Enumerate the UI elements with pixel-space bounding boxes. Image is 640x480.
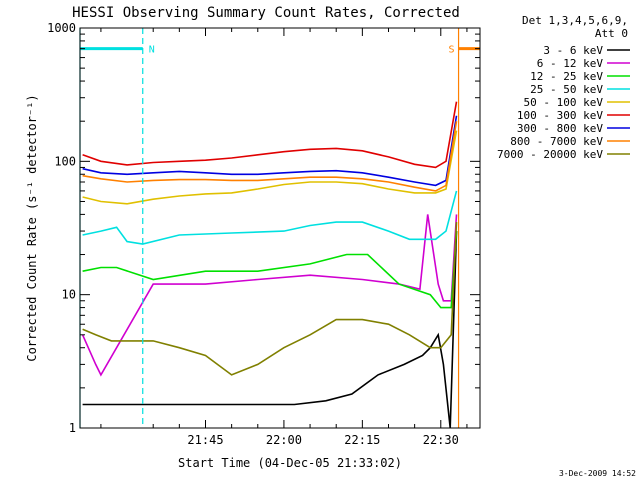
tick-layer: 21:45 22:00 22:15 22:30 1 10 100 1000 — [47, 21, 480, 447]
segment-label-0: N — [149, 45, 155, 56]
x-tick-label-0: 21:45 — [187, 433, 223, 447]
x-tick-label-2: 22:15 — [344, 433, 380, 447]
y-tick-label-3: 1000 — [47, 21, 76, 35]
legend-label-6: 300 - 800 keV — [517, 122, 603, 135]
legend-header-0: Det 1,3,4,5,6,9, — [522, 14, 628, 27]
legend-label-5: 100 - 300 keV — [517, 109, 603, 122]
series-line-8 — [82, 222, 458, 376]
legend-header-1: Att 0 — [595, 27, 628, 40]
legend-label-4: 50 - 100 keV — [524, 96, 604, 109]
y-tick-label-0: 1 — [69, 421, 76, 435]
legend-label-2: 12 - 25 keV — [530, 70, 603, 83]
y-tick-label-1: 10 — [62, 288, 76, 302]
series-line-6 — [82, 115, 458, 187]
series-line-1 — [81, 214, 458, 377]
series-line-3 — [82, 190, 458, 245]
legend-label-3: 25 - 50 keV — [530, 83, 603, 96]
legend-label-0: 3 - 6 keV — [543, 44, 603, 57]
series-line-2 — [82, 231, 458, 309]
plot-frame — [79, 27, 481, 429]
x-tick-label-1: 22:00 — [266, 433, 302, 447]
series-line-0 — [82, 231, 458, 428]
timestamp: 3-Dec-2009 14:52 — [559, 469, 636, 478]
chart-title: HESSI Observing Summary Count Rates, Cor… — [72, 5, 460, 21]
legend-label-8: 7000 - 20000 keV — [497, 148, 603, 161]
series-line-7 — [82, 121, 458, 192]
series-line-4 — [82, 130, 458, 205]
legend-label-1: 6 - 12 keV — [537, 57, 604, 70]
legend-label-7: 800 - 7000 keV — [510, 135, 603, 148]
y-axis-label: Corrected Count Rate (s⁻¹ detector⁻¹) — [25, 94, 39, 361]
series-layer — [81, 101, 458, 428]
y-tick-label-2: 100 — [54, 154, 76, 168]
x-axis-label: Start Time (04-Dec-05 21:33:02) — [178, 456, 402, 470]
x-tick-label-3: 22:30 — [423, 433, 459, 447]
segment-label-1: S — [449, 45, 455, 56]
series-line-5 — [82, 101, 458, 169]
